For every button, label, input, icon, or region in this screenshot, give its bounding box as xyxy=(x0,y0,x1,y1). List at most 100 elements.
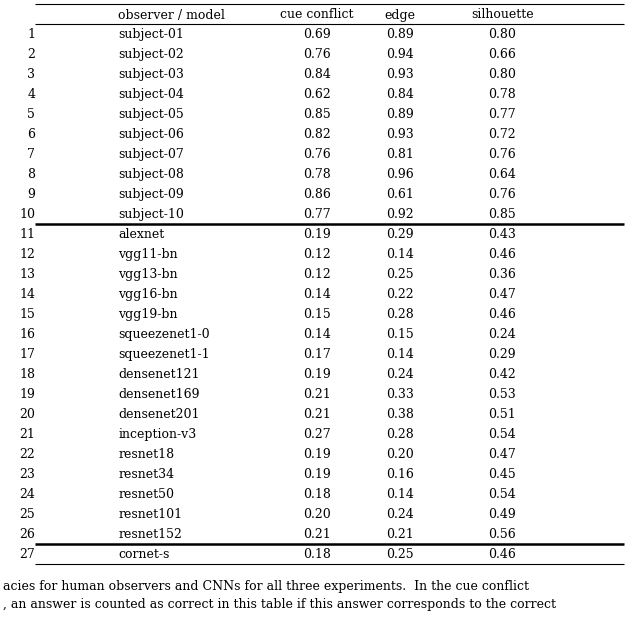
Text: 0.29: 0.29 xyxy=(488,348,516,361)
Text: densenet121: densenet121 xyxy=(118,368,200,381)
Text: subject-08: subject-08 xyxy=(118,168,184,181)
Text: 0.17: 0.17 xyxy=(303,348,331,361)
Text: subject-05: subject-05 xyxy=(118,108,184,121)
Text: 6: 6 xyxy=(28,128,35,141)
Text: 24: 24 xyxy=(19,488,35,501)
Text: 0.20: 0.20 xyxy=(386,448,414,461)
Text: squeezenet1-0: squeezenet1-0 xyxy=(118,328,210,341)
Text: 0.46: 0.46 xyxy=(488,308,516,321)
Text: 9: 9 xyxy=(28,188,35,201)
Text: inception-v3: inception-v3 xyxy=(118,428,196,441)
Text: acies for human observers and CNNs for all three experiments.  In the cue confli: acies for human observers and CNNs for a… xyxy=(3,580,529,593)
Text: 0.15: 0.15 xyxy=(386,328,414,341)
Text: 0.80: 0.80 xyxy=(488,28,516,41)
Text: 13: 13 xyxy=(19,268,35,281)
Text: 0.25: 0.25 xyxy=(386,268,414,281)
Text: 0.66: 0.66 xyxy=(488,48,516,61)
Text: 0.29: 0.29 xyxy=(386,228,414,241)
Text: 0.56: 0.56 xyxy=(488,528,516,541)
Text: 0.85: 0.85 xyxy=(303,108,331,121)
Text: subject-09: subject-09 xyxy=(118,188,184,201)
Text: 0.19: 0.19 xyxy=(303,228,331,241)
Text: 0.94: 0.94 xyxy=(386,48,414,61)
Text: 27: 27 xyxy=(19,548,35,561)
Text: 8: 8 xyxy=(28,168,35,181)
Text: 4: 4 xyxy=(28,88,35,101)
Text: 0.19: 0.19 xyxy=(303,448,331,461)
Text: 0.84: 0.84 xyxy=(386,88,414,101)
Text: 0.64: 0.64 xyxy=(488,168,516,181)
Text: 0.51: 0.51 xyxy=(488,408,516,421)
Text: 0.76: 0.76 xyxy=(303,48,331,61)
Text: 0.49: 0.49 xyxy=(488,508,516,521)
Text: 21: 21 xyxy=(19,428,35,441)
Text: 0.14: 0.14 xyxy=(386,348,414,361)
Text: 25: 25 xyxy=(19,508,35,521)
Text: silhouette: silhouette xyxy=(471,9,534,21)
Text: densenet201: densenet201 xyxy=(118,408,200,421)
Text: 0.53: 0.53 xyxy=(488,388,516,401)
Text: 15: 15 xyxy=(19,308,35,321)
Text: 0.89: 0.89 xyxy=(386,28,414,41)
Text: 0.42: 0.42 xyxy=(488,368,516,381)
Text: 0.77: 0.77 xyxy=(303,208,331,221)
Text: 17: 17 xyxy=(19,348,35,361)
Text: 0.45: 0.45 xyxy=(488,468,516,481)
Text: 0.72: 0.72 xyxy=(488,128,516,141)
Text: subject-03: subject-03 xyxy=(118,68,184,81)
Text: 0.14: 0.14 xyxy=(386,488,414,501)
Text: subject-10: subject-10 xyxy=(118,208,184,221)
Text: , an answer is counted as correct in this table if this answer corresponds to th: , an answer is counted as correct in thi… xyxy=(3,598,556,611)
Text: 10: 10 xyxy=(19,208,35,221)
Text: 22: 22 xyxy=(19,448,35,461)
Text: 0.77: 0.77 xyxy=(488,108,516,121)
Text: 0.80: 0.80 xyxy=(488,68,516,81)
Text: resnet50: resnet50 xyxy=(118,488,174,501)
Text: squeezenet1-1: squeezenet1-1 xyxy=(118,348,210,361)
Text: subject-01: subject-01 xyxy=(118,28,184,41)
Text: 0.89: 0.89 xyxy=(386,108,414,121)
Text: 20: 20 xyxy=(19,408,35,421)
Text: 23: 23 xyxy=(19,468,35,481)
Text: 0.61: 0.61 xyxy=(386,188,414,201)
Text: subject-07: subject-07 xyxy=(118,148,184,161)
Text: vgg11-bn: vgg11-bn xyxy=(118,248,178,261)
Text: 0.20: 0.20 xyxy=(303,508,331,521)
Text: 0.15: 0.15 xyxy=(303,308,331,321)
Text: resnet152: resnet152 xyxy=(118,528,182,541)
Text: 0.24: 0.24 xyxy=(386,508,414,521)
Text: 11: 11 xyxy=(19,228,35,241)
Text: vgg13-bn: vgg13-bn xyxy=(118,268,178,281)
Text: 0.43: 0.43 xyxy=(488,228,516,241)
Text: 16: 16 xyxy=(19,328,35,341)
Text: 0.76: 0.76 xyxy=(488,188,516,201)
Text: 0.21: 0.21 xyxy=(303,408,331,421)
Text: resnet34: resnet34 xyxy=(118,468,175,481)
Text: subject-04: subject-04 xyxy=(118,88,184,101)
Text: 0.76: 0.76 xyxy=(488,148,516,161)
Text: 0.92: 0.92 xyxy=(386,208,414,221)
Text: subject-02: subject-02 xyxy=(118,48,184,61)
Text: 3: 3 xyxy=(28,68,35,81)
Text: 0.25: 0.25 xyxy=(386,548,414,561)
Text: 19: 19 xyxy=(19,388,35,401)
Text: 0.16: 0.16 xyxy=(386,468,414,481)
Text: cue conflict: cue conflict xyxy=(280,9,353,21)
Text: observer / model: observer / model xyxy=(118,9,225,21)
Text: alexnet: alexnet xyxy=(118,228,164,241)
Text: 0.84: 0.84 xyxy=(303,68,331,81)
Text: 0.86: 0.86 xyxy=(303,188,331,201)
Text: cornet-s: cornet-s xyxy=(118,548,170,561)
Text: 0.85: 0.85 xyxy=(488,208,516,221)
Text: 2: 2 xyxy=(28,48,35,61)
Text: resnet18: resnet18 xyxy=(118,448,175,461)
Text: 0.19: 0.19 xyxy=(303,368,331,381)
Text: 5: 5 xyxy=(28,108,35,121)
Text: 0.21: 0.21 xyxy=(386,528,414,541)
Text: 0.18: 0.18 xyxy=(303,548,331,561)
Text: 0.47: 0.47 xyxy=(488,288,516,301)
Text: 0.21: 0.21 xyxy=(303,388,331,401)
Text: 0.24: 0.24 xyxy=(488,328,516,341)
Text: 0.21: 0.21 xyxy=(303,528,331,541)
Text: 0.14: 0.14 xyxy=(303,328,331,341)
